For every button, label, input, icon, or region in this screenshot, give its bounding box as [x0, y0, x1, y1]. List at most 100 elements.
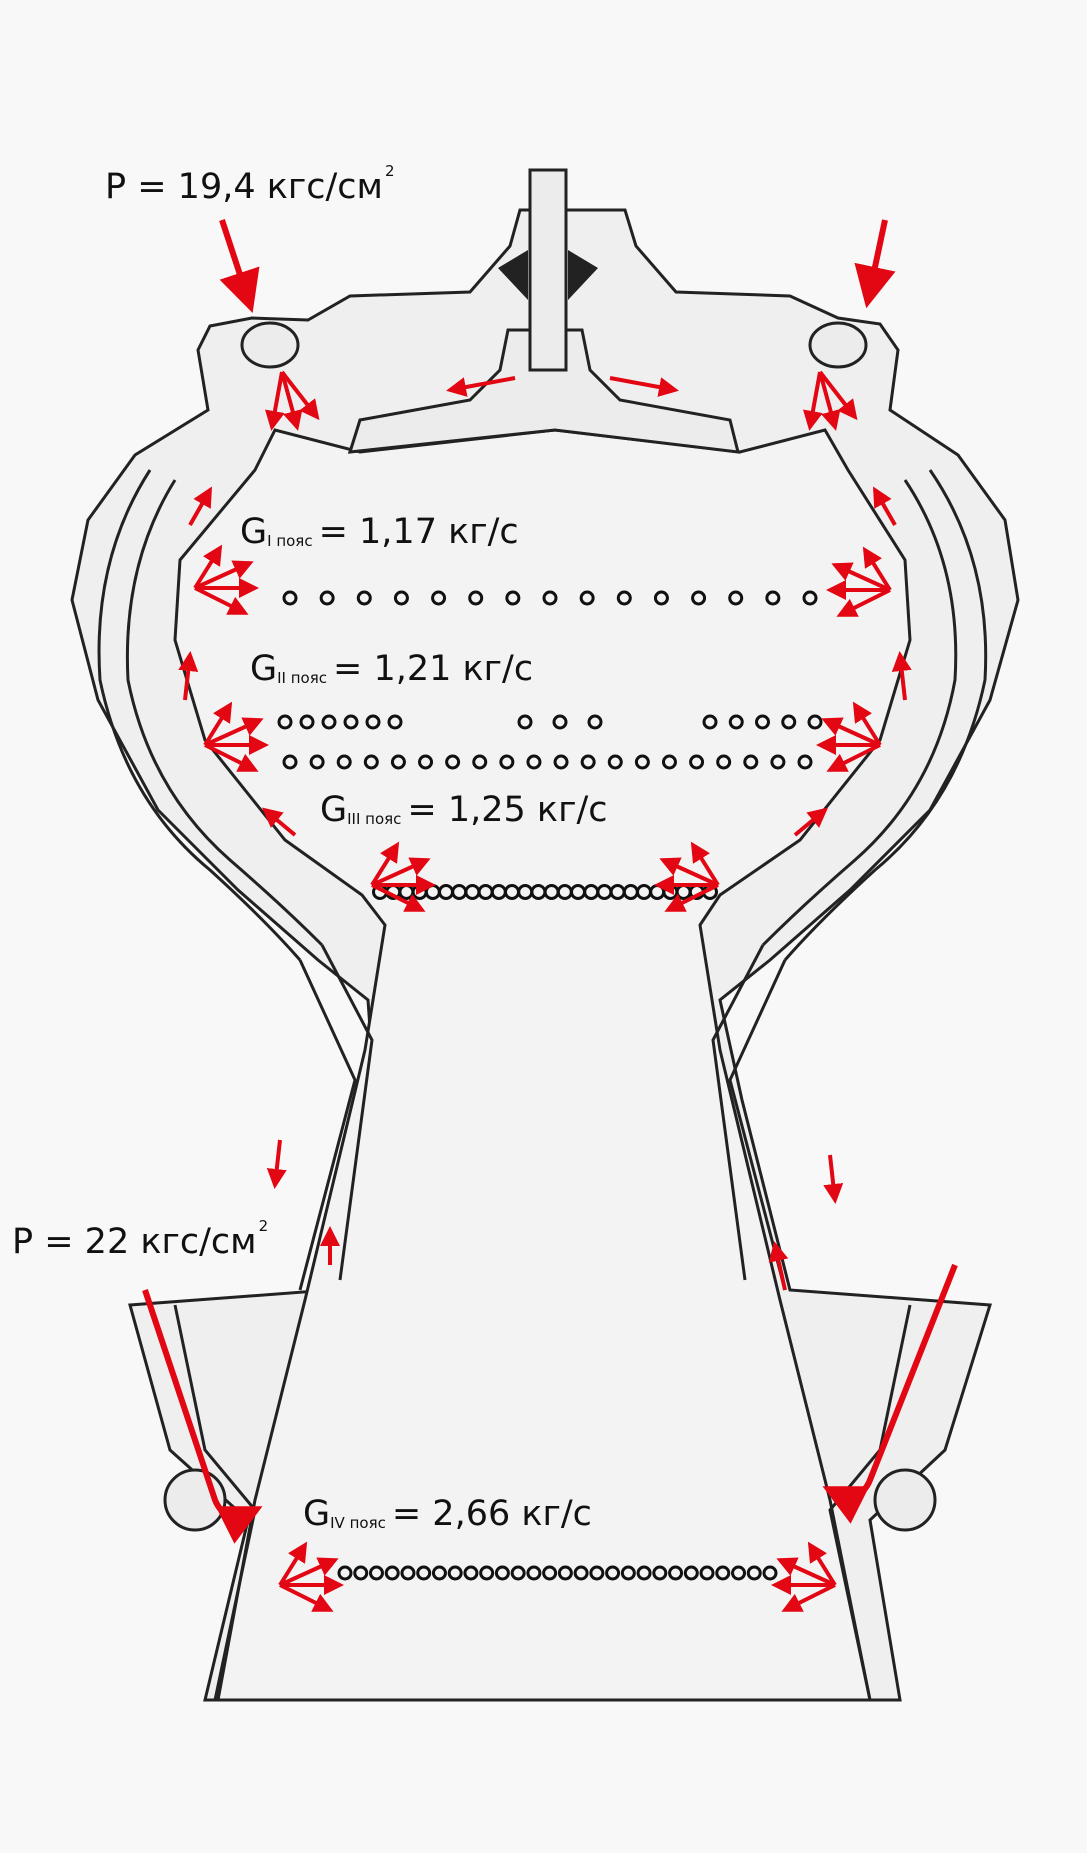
injection-hole — [557, 1565, 573, 1581]
injection-hole — [282, 590, 298, 606]
injection-hole — [472, 754, 488, 770]
belt-1-label: GI пояс = 1,17 кг/с — [240, 515, 519, 550]
pressure-top-label: P = 19,4 кгс/см 2 — [105, 164, 395, 207]
injection-hole — [526, 1565, 542, 1581]
injection-hole — [683, 1565, 699, 1581]
injection-hole — [277, 714, 293, 730]
injection-hole — [505, 590, 521, 606]
injection-hole — [797, 754, 813, 770]
flow-arrow — [826, 743, 881, 772]
cooling-channel-left — [97, 469, 374, 1701]
injection-holes — [277, 590, 823, 1581]
belt-2-value: = 1,21 кг/с — [333, 649, 534, 689]
injection-hole — [542, 590, 558, 606]
injection-hole — [691, 590, 707, 606]
injection-hole — [552, 714, 568, 730]
injection-hole — [319, 590, 335, 606]
pressure-bottom-text: P = 22 кгс/см — [12, 1222, 257, 1262]
belt-2-sub: II пояс — [277, 669, 327, 687]
flow-arrow — [852, 701, 882, 747]
injection-hole — [384, 1565, 400, 1581]
flow-arrow — [194, 560, 254, 590]
injection-hole — [661, 754, 677, 770]
injection-hole — [715, 1565, 731, 1581]
injection-hole — [553, 754, 569, 770]
injection-hole — [689, 754, 705, 770]
flow-arrow — [446, 376, 516, 397]
flow-arrow — [204, 743, 259, 772]
belt-3-sub: III пояс — [347, 810, 402, 828]
flow-arrow — [793, 807, 829, 837]
injection-hole — [468, 590, 484, 606]
belt-2-letter: G — [250, 649, 278, 689]
belt-3-value: = 1,25 кг/с — [407, 790, 608, 830]
flow-arrow — [690, 841, 720, 887]
injection-hole — [416, 1565, 432, 1581]
injection-hole — [387, 714, 403, 730]
injection-hole — [579, 590, 595, 606]
flow-arrow — [279, 1557, 339, 1587]
injection-hole — [418, 754, 434, 770]
flow-arrow — [261, 807, 297, 837]
injection-hole — [702, 714, 718, 730]
flow-arrow — [831, 562, 891, 592]
flow-arrow — [891, 651, 912, 701]
injection-hole — [393, 590, 409, 606]
flow-arrow — [776, 1557, 836, 1587]
injection-hole — [589, 1565, 605, 1581]
injection-hole — [447, 1565, 463, 1581]
injection-hole — [390, 754, 406, 770]
injection-hole — [282, 754, 298, 770]
flow-arrow — [781, 1583, 836, 1612]
flow-arrow — [204, 717, 264, 747]
injection-hole — [431, 590, 447, 606]
pressure-top-text: P = 19,4 кгс/см — [105, 167, 383, 207]
injection-hole — [499, 754, 515, 770]
flow-arrow — [836, 588, 891, 617]
flow-arrow — [193, 544, 223, 590]
flow-arrows — [178, 370, 912, 1612]
flow-arrow — [609, 376, 679, 397]
flow-arrow — [803, 371, 823, 431]
pressure-bottom-label: P = 22 кгс/см 2 — [12, 1219, 268, 1262]
injection-hole — [368, 1565, 384, 1581]
injection-hole — [765, 590, 781, 606]
injector-head — [347, 168, 740, 454]
injection-hole — [479, 1565, 495, 1581]
injection-hole — [746, 1565, 762, 1581]
injection-hole — [542, 1565, 558, 1581]
injection-hole — [526, 754, 542, 770]
injection-hole — [463, 1565, 479, 1581]
injection-hole — [321, 714, 337, 730]
injection-hole — [636, 1565, 652, 1581]
flow-arrow — [768, 1241, 789, 1291]
injection-hole — [716, 754, 732, 770]
injection-hole — [755, 714, 770, 730]
injection-hole — [620, 1565, 636, 1581]
injection-hole — [363, 754, 379, 770]
flow-arrow — [178, 651, 199, 701]
flow-arrow — [873, 486, 897, 526]
injection-hole — [653, 590, 669, 606]
flow-arrow — [821, 717, 881, 747]
injection-hole — [728, 714, 744, 730]
belt-1-letter: G — [240, 512, 268, 552]
flow-arrow — [278, 1541, 308, 1587]
flow-arrow — [664, 883, 719, 912]
injection-hole — [699, 1565, 715, 1581]
injection-hole — [336, 754, 352, 770]
flow-arrow — [266, 1139, 287, 1189]
pressure-top-sup: 2 — [384, 162, 395, 180]
belt-1-value: = 1,17 кг/с — [318, 512, 519, 552]
injection-hole — [668, 1565, 684, 1581]
injection-hole — [802, 590, 818, 606]
main-inlet-arrows — [142, 219, 958, 1544]
injection-hole — [573, 1565, 589, 1581]
flow-arrow — [807, 1541, 837, 1587]
injection-hole — [309, 754, 325, 770]
injection-hole — [510, 1565, 526, 1581]
injection-hole — [337, 1565, 353, 1581]
injection-hole — [762, 1565, 778, 1581]
flow-arrow — [194, 586, 249, 615]
